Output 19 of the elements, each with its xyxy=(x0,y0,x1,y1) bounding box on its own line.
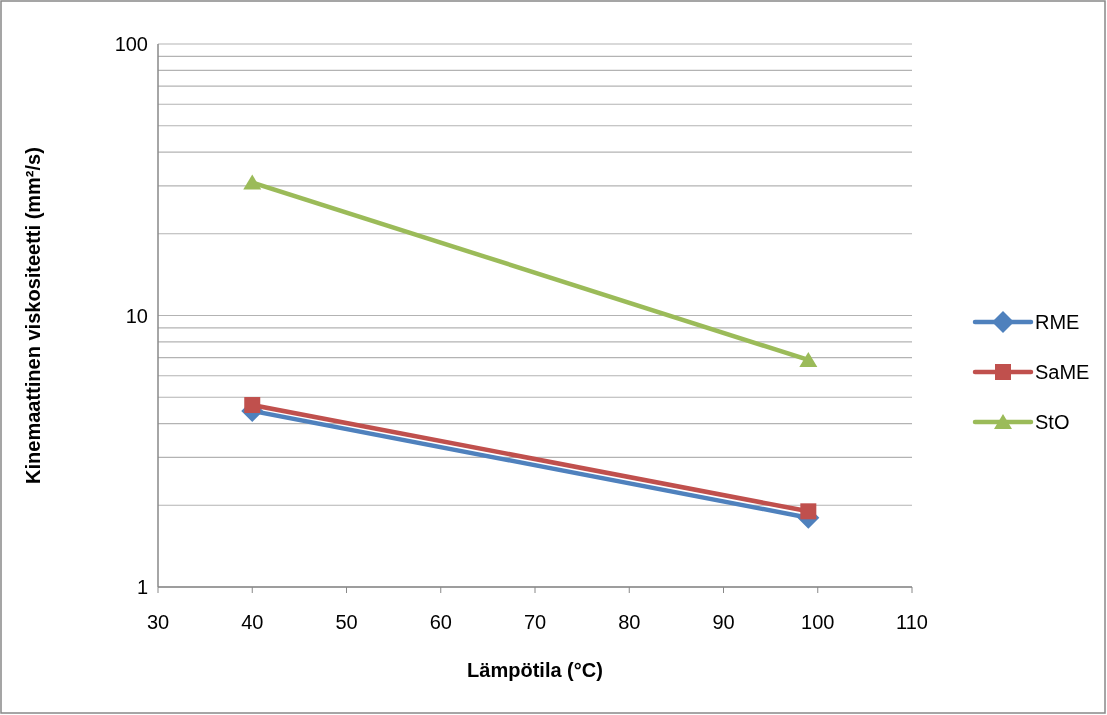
y-axis-title: Kinemaattinen viskositeetti (mm²/s) xyxy=(22,147,44,484)
y-tick-label: 100 xyxy=(114,33,148,55)
y-tick-label: 1 xyxy=(136,576,148,598)
x-tick-label: 80 xyxy=(618,611,641,633)
x-tick-label: 110 xyxy=(896,611,928,633)
legend-label: RME xyxy=(1035,311,1080,333)
y-tick-label: 10 xyxy=(125,304,148,327)
x-tick-label: 60 xyxy=(429,611,452,633)
point xyxy=(800,503,817,520)
legend-label: SaME xyxy=(1035,361,1090,383)
legend-label: StO xyxy=(1035,411,1070,433)
point xyxy=(244,397,261,414)
x-tick-label: 40 xyxy=(241,611,264,633)
x-axis-title: Lämpötila (°C) xyxy=(467,659,603,681)
x-tick-label: 90 xyxy=(712,611,735,633)
x-tick-label: 50 xyxy=(335,611,358,633)
x-tick-label: 30 xyxy=(146,611,170,633)
x-tick-label: 70 xyxy=(523,611,547,633)
x-tick-label: 100 xyxy=(801,611,835,633)
